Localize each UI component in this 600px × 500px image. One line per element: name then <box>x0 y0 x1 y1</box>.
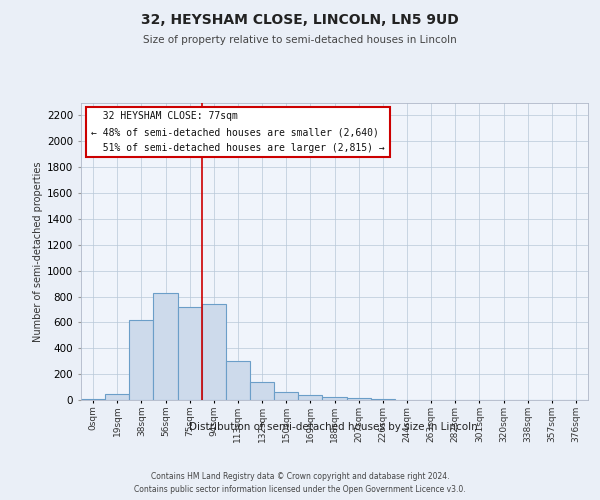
Bar <box>105 394 129 400</box>
Bar <box>322 398 347 400</box>
Text: Distribution of semi-detached houses by size in Lincoln: Distribution of semi-detached houses by … <box>188 422 478 432</box>
Bar <box>250 382 274 400</box>
Bar <box>298 395 322 400</box>
Bar <box>129 320 154 400</box>
Bar <box>274 392 298 400</box>
Y-axis label: Number of semi-detached properties: Number of semi-detached properties <box>33 161 43 342</box>
Bar <box>154 292 178 400</box>
Bar <box>202 304 226 400</box>
Text: 32, HEYSHAM CLOSE, LINCOLN, LN5 9UD: 32, HEYSHAM CLOSE, LINCOLN, LN5 9UD <box>141 12 459 26</box>
Text: Size of property relative to semi-detached houses in Lincoln: Size of property relative to semi-detach… <box>143 35 457 45</box>
Text: 32 HEYSHAM CLOSE: 77sqm
← 48% of semi-detached houses are smaller (2,640)
  51% : 32 HEYSHAM CLOSE: 77sqm ← 48% of semi-de… <box>91 112 385 152</box>
Bar <box>226 361 250 400</box>
Text: Contains HM Land Registry data © Crown copyright and database right 2024.
Contai: Contains HM Land Registry data © Crown c… <box>134 472 466 494</box>
Bar <box>347 398 371 400</box>
Bar <box>178 307 202 400</box>
